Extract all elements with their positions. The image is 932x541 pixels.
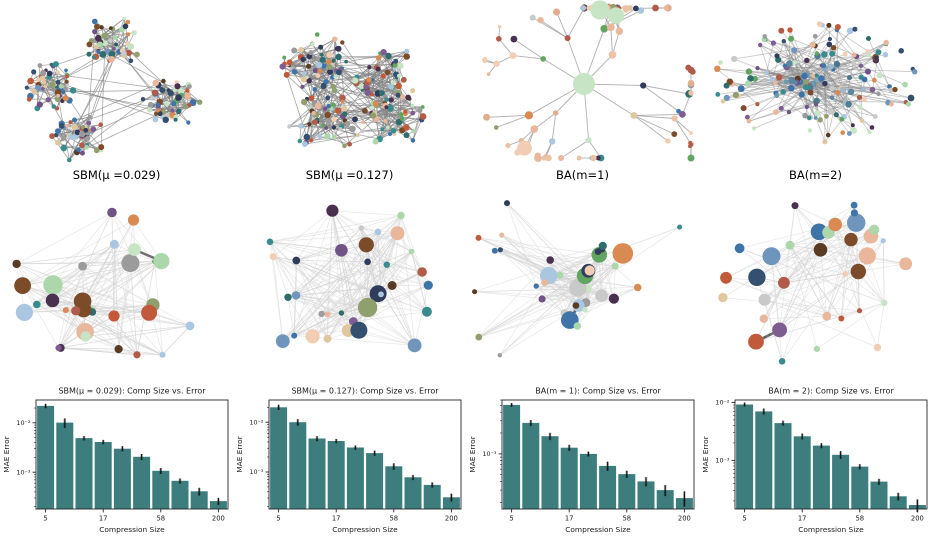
compressed-panel-ba-m1: [466, 190, 699, 382]
bar-chart-sbm-high-mu: 10⁻² 10⁻³ 5 17 58 200 SBM(μ = 0.127): Comp Siz…: [235, 387, 462, 534]
svg-text:58: 58: [855, 515, 864, 523]
original-graphs-row: SBM(μ =0.029) SBM(μ =0.127) BA(m=1) BA(m…: [0, 0, 932, 190]
network-graph-sbm-low-mu: [24, 16, 203, 163]
bar-chart-ba-m2: 10⁻² 10⁻³ 5 17 58 200 BA(m = 2): Comp Size vs.…: [701, 387, 928, 534]
svg-text:BA(m = 1): Comp Size vs. Error: BA(m = 1): Comp Size vs. Error: [535, 387, 661, 396]
svg-text:5: 5: [742, 515, 746, 523]
svg-text:58: 58: [156, 515, 165, 523]
svg-text:Compression Size: Compression Size: [798, 525, 864, 534]
svg-text:200: 200: [445, 515, 458, 523]
compressed-graph-ba-m2: [718, 201, 913, 365]
svg-text:58: 58: [389, 515, 398, 523]
network-caption-ba-m2: BA(m=2): [789, 168, 842, 182]
svg-text:17: 17: [565, 515, 574, 523]
compressed-graphs-row: [0, 190, 932, 382]
svg-text:17: 17: [332, 515, 341, 523]
svg-text:10⁻²: 10⁻²: [249, 418, 264, 426]
compressed-panel-ba-m2: [699, 190, 932, 382]
compressed-panel-sbm-high-mu: [233, 190, 466, 382]
network-caption-ba-m1: BA(m=1): [556, 168, 609, 182]
compressed-graph-sbm-high-mu: [266, 204, 433, 353]
compressed-graph-ba-m1: [472, 200, 683, 358]
svg-text:5: 5: [509, 515, 513, 523]
network-panel-ba-m2: BA(m=2): [699, 0, 932, 190]
svg-text:200: 200: [678, 515, 691, 523]
chart-panel-ba-m2: 10⁻² 10⁻³ 5 17 58 200 BA(m = 2): Comp Size vs.…: [699, 382, 932, 541]
network-graph-ba-m2: [714, 21, 918, 145]
compressed-panel-sbm-low-mu: [0, 190, 233, 382]
network-panel-ba-m1: BA(m=1): [466, 0, 699, 190]
svg-text:MAE Error: MAE Error: [2, 435, 11, 472]
network-panel-sbm-high-mu: SBM(μ =0.127): [233, 0, 466, 190]
network-caption-sbm-low-mu: SBM(μ =0.029): [72, 168, 161, 182]
svg-text:17: 17: [798, 515, 807, 523]
svg-text:MAE Error: MAE Error: [701, 435, 710, 472]
bar-chart-ba-m1: 10⁻³ 5 17 58 200 BA(m = 1): Comp Size vs. Err…: [468, 387, 695, 534]
svg-text:MAE Error: MAE Error: [235, 435, 244, 472]
svg-text:MAE Error: MAE Error: [468, 435, 477, 472]
bar-chart-sbm-low-mu: 10⁻² 10⁻³ 5 17 58 200 SBM(μ = 0.029): Comp Siz…: [2, 387, 229, 534]
svg-text:5: 5: [276, 515, 280, 523]
svg-text:SBM(μ = 0.127): Comp Size vs.: SBM(μ = 0.127): Comp Size vs. Error: [291, 387, 439, 396]
chart-panel-sbm-high-mu: 10⁻² 10⁻³ 5 17 58 200 SBM(μ = 0.127): Comp Siz…: [233, 382, 466, 541]
svg-text:BA(m = 2): Comp Size vs. Error: BA(m = 2): Comp Size vs. Error: [768, 387, 894, 396]
svg-text:10⁻³: 10⁻³: [715, 457, 730, 465]
bar-charts-row: 10⁻² 10⁻³ 5 17 58 200 SBM(μ = 0.029): Comp Siz…: [0, 382, 932, 541]
svg-text:Compression Size: Compression Size: [332, 525, 398, 534]
svg-text:5: 5: [43, 515, 47, 523]
svg-text:10⁻²: 10⁻²: [16, 419, 31, 427]
chart-panel-sbm-low-mu: 10⁻² 10⁻³ 5 17 58 200 SBM(μ = 0.029): Comp Siz…: [0, 382, 233, 541]
svg-text:10⁻³: 10⁻³: [482, 450, 497, 458]
compressed-graph-sbm-low-mu: [12, 207, 195, 359]
network-caption-sbm-high-mu: SBM(μ =0.127): [305, 168, 394, 182]
svg-text:Compression Size: Compression Size: [99, 525, 165, 534]
svg-text:10⁻²: 10⁻²: [715, 399, 730, 407]
network-graph-sbm-high-mu: [279, 32, 427, 149]
svg-text:SBM(μ = 0.029): Comp Size vs.: SBM(μ = 0.029): Comp Size vs. Error: [58, 387, 206, 396]
svg-text:10⁻³: 10⁻³: [249, 468, 264, 476]
network-panel-sbm-low-mu: SBM(μ =0.029): [0, 0, 233, 190]
svg-text:10⁻³: 10⁻³: [16, 468, 31, 476]
svg-text:200: 200: [212, 515, 225, 523]
svg-text:17: 17: [99, 515, 108, 523]
svg-text:58: 58: [622, 515, 631, 523]
chart-panel-ba-m1: 10⁻³ 5 17 58 200 BA(m = 1): Comp Size vs. Err…: [466, 382, 699, 541]
svg-text:Compression Size: Compression Size: [565, 525, 631, 534]
svg-text:200: 200: [911, 515, 924, 523]
network-graph-ba-m1: [482, 0, 696, 162]
